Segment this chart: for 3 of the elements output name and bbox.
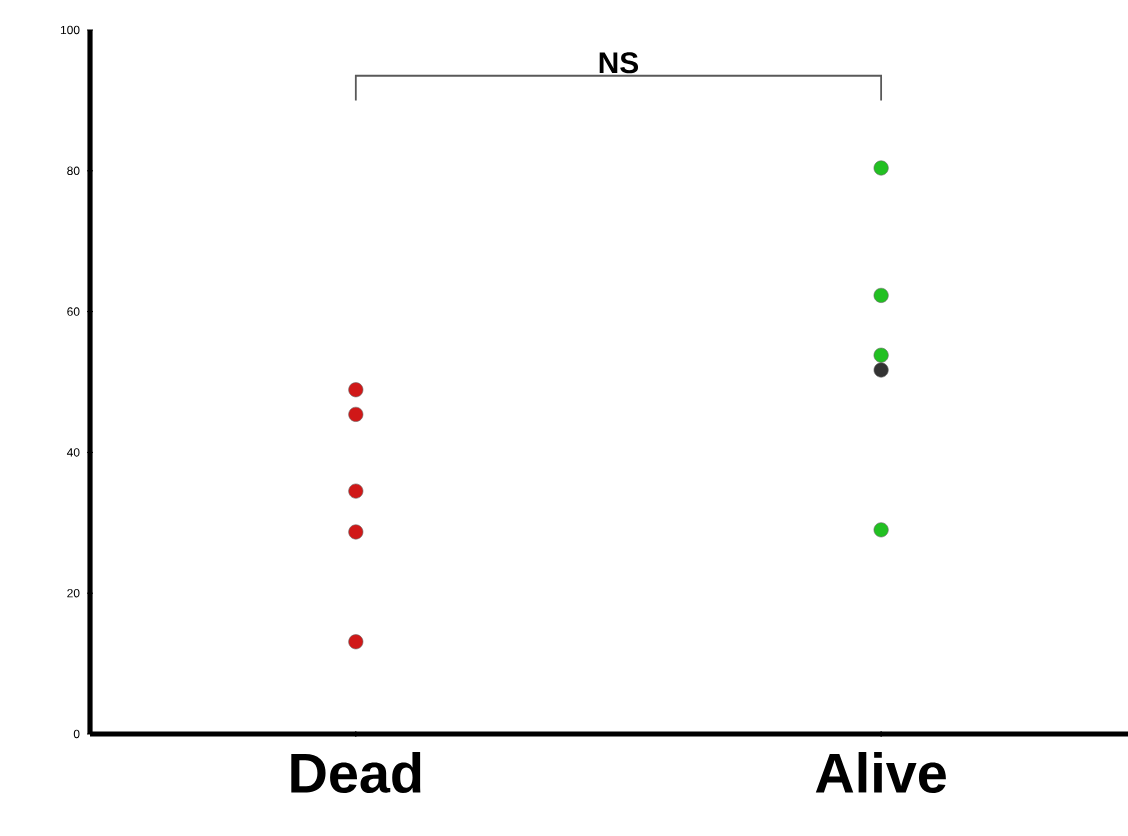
annotation: NS [599,52,639,74]
x-tick-label: Dead [291,752,421,793]
x-tick-label: Alive [815,752,946,793]
